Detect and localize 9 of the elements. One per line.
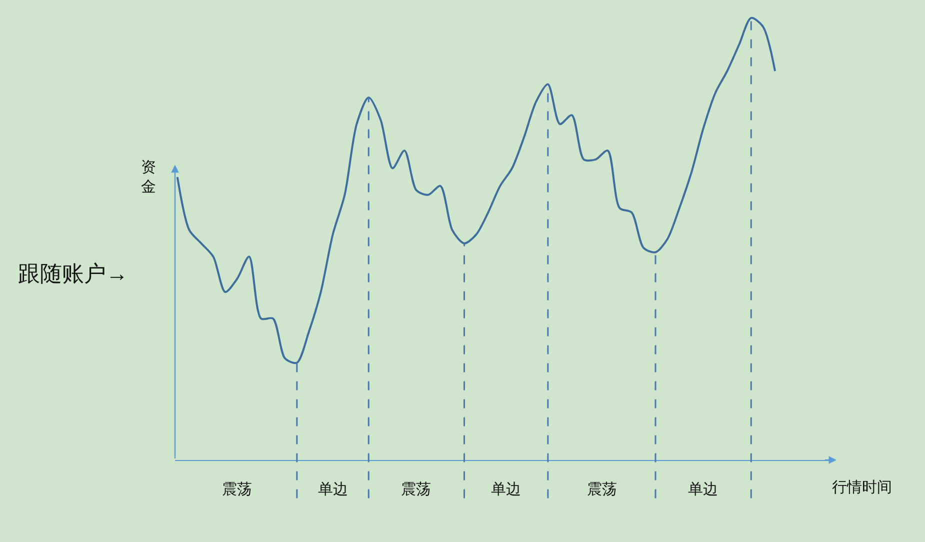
text: 震荡 — [222, 480, 252, 498]
text: 单边 — [318, 480, 348, 498]
text: 跟随账户→ — [18, 261, 128, 286]
text: 震荡 — [587, 480, 617, 498]
text: 单边 — [688, 480, 718, 498]
text: 震荡 — [401, 480, 431, 498]
x-axis-title: 行情时间 — [832, 478, 892, 496]
text: 单边 — [491, 480, 521, 498]
y-axis-title: 资金 — [141, 158, 156, 196]
